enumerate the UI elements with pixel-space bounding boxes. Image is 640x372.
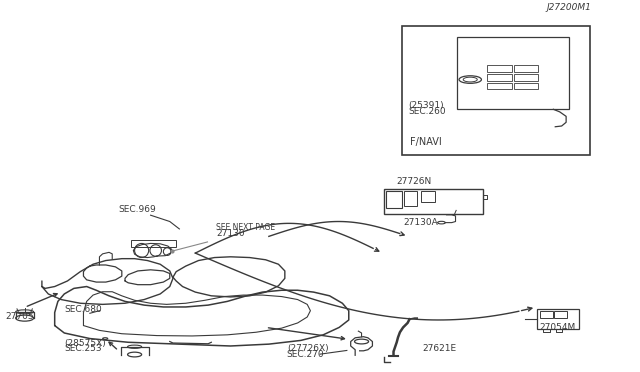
Bar bbox=[540, 311, 553, 318]
Bar bbox=[404, 192, 417, 205]
Bar bbox=[488, 65, 512, 72]
Bar bbox=[514, 83, 538, 89]
Text: 27130: 27130 bbox=[216, 229, 245, 238]
Text: 27726N: 27726N bbox=[397, 177, 432, 186]
Bar bbox=[554, 311, 567, 318]
Bar bbox=[514, 74, 538, 81]
Text: J27200M1: J27200M1 bbox=[547, 3, 592, 12]
Text: (27726X): (27726X) bbox=[287, 344, 328, 353]
Text: 27130A: 27130A bbox=[403, 218, 438, 227]
Bar bbox=[488, 74, 512, 81]
Bar bbox=[538, 309, 579, 329]
Text: SEC.270: SEC.270 bbox=[287, 350, 324, 359]
Bar bbox=[488, 83, 512, 89]
Bar bbox=[387, 192, 403, 208]
Text: SEC.969: SEC.969 bbox=[118, 205, 156, 214]
Text: 27054M: 27054M bbox=[540, 323, 575, 332]
Text: 27621E: 27621E bbox=[422, 344, 456, 353]
Text: (28575X): (28575X) bbox=[64, 339, 106, 348]
Text: SEC.680: SEC.680 bbox=[64, 305, 102, 314]
Bar bbox=[131, 240, 176, 247]
Bar bbox=[421, 192, 435, 202]
Text: F/NAVI: F/NAVI bbox=[410, 137, 441, 147]
Text: 27705: 27705 bbox=[6, 312, 34, 321]
Bar bbox=[384, 189, 483, 214]
Bar bbox=[458, 37, 570, 109]
Bar bbox=[402, 26, 591, 155]
Bar bbox=[514, 65, 538, 72]
Text: SEE NEXT PAGE: SEE NEXT PAGE bbox=[216, 223, 276, 232]
Text: SEC.253: SEC.253 bbox=[64, 344, 102, 353]
Text: SEC.260: SEC.260 bbox=[408, 107, 446, 116]
Text: (25391): (25391) bbox=[408, 101, 444, 110]
